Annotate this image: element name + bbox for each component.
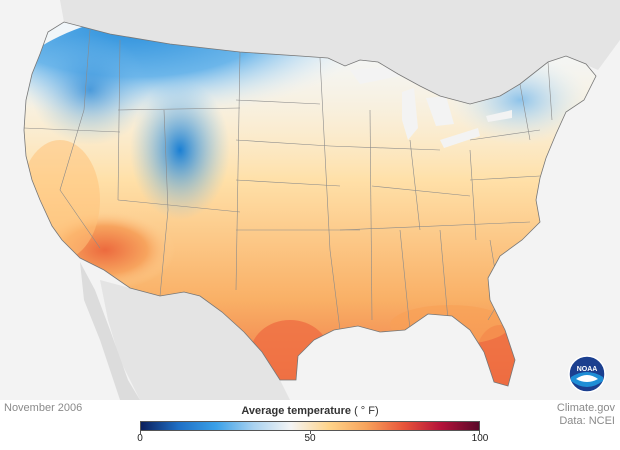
canada-land [60, 0, 620, 104]
legend-tick-min: 0 [137, 433, 143, 444]
legend-title: Average temperature ( ° F) [140, 404, 480, 419]
temperature-legend: Average temperature ( ° F) 0 50 100 [137, 404, 488, 447]
legend-color-bar [140, 421, 480, 431]
legend-title-text: Average temperature [241, 405, 351, 417]
legend-tick-mark-mid [310, 431, 311, 434]
baja-peninsula [80, 262, 140, 400]
period-label: November 2006 [4, 402, 83, 414]
legend-ticks: 0 50 100 [137, 431, 488, 447]
temperature-map: NOAA [0, 0, 620, 400]
credits: Climate.gov Data: NCEI [557, 402, 615, 428]
legend-tick-mark-max [479, 431, 480, 434]
noaa-logo-icon: NOAA [568, 355, 606, 393]
legend-tick-max: 100 [471, 433, 489, 444]
legend-tick-mark-min [140, 431, 141, 434]
mexico-land [100, 280, 290, 400]
credit-source: Climate.gov [556, 402, 615, 414]
noaa-logo-text: NOAA [577, 366, 598, 373]
map-canvas [23, 0, 620, 400]
legend-tick-mid: 50 [304, 433, 316, 444]
state-boundaries [24, 29, 553, 331]
legend-unit: ( ° F) [354, 405, 379, 417]
credit-data: Data: NCEI [559, 415, 615, 427]
